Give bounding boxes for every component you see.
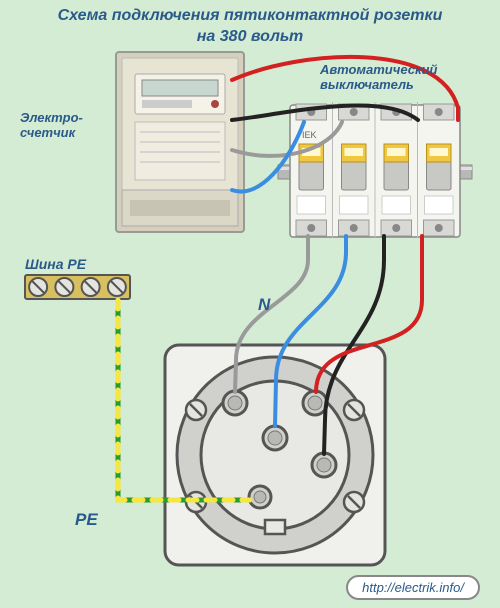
breaker-label: Автоматическийвыключатель (320, 62, 437, 92)
n-label: N (258, 295, 270, 315)
pe-bus-bar (25, 275, 130, 299)
meter-label: Электро-счетчик (20, 110, 83, 140)
pe-label: PE (75, 510, 98, 530)
svg-text:IEK: IEK (302, 130, 317, 140)
source-url: http://electrik.info/ (346, 575, 480, 600)
electric-meter (116, 52, 244, 232)
pe-bus-label: Шина PE (25, 256, 86, 272)
circuit-breaker: IEK (278, 102, 472, 238)
